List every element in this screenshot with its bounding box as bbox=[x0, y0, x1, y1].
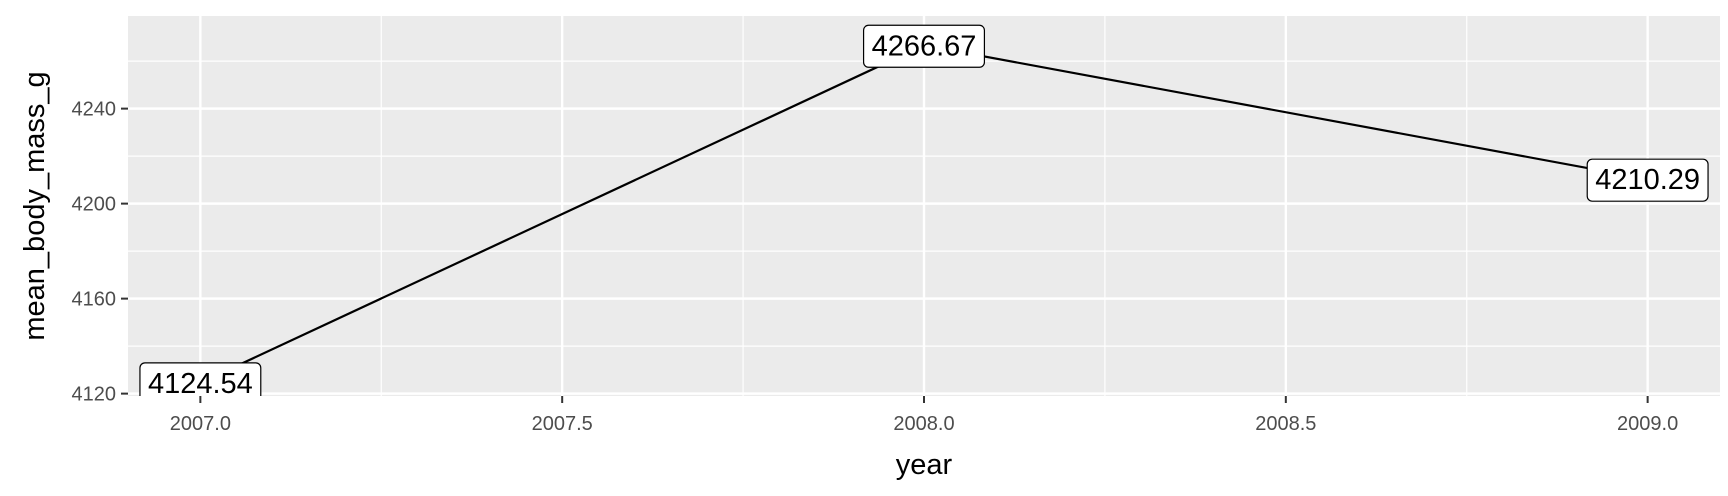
data-label: 4266.67 bbox=[862, 24, 986, 68]
data-labels: 4124.54 4266.67 4210.29 bbox=[139, 24, 1709, 400]
y-tick-label: 4240 bbox=[72, 99, 117, 121]
x-axis-title: year bbox=[896, 449, 953, 481]
y-axis-title: mean_body_mass_g bbox=[19, 71, 51, 340]
x-tick-label: 2008.0 bbox=[893, 413, 954, 435]
data-label-text: 4124.54 bbox=[148, 368, 253, 400]
y-tick-label: 4160 bbox=[72, 289, 117, 311]
major-gridlines bbox=[128, 16, 1720, 396]
y-tick-label: 4200 bbox=[72, 194, 117, 216]
y-tick-label: 4120 bbox=[72, 384, 117, 406]
data-label-box bbox=[862, 24, 986, 68]
data-label: 4124.54 bbox=[139, 362, 262, 400]
x-tick-label: 2007.0 bbox=[170, 413, 231, 435]
x-tick-label: 2009.0 bbox=[1617, 413, 1678, 435]
data-label: 4210.29 bbox=[1586, 158, 1709, 202]
y-axis-tick-labels: 4120 4160 4200 4240 bbox=[72, 99, 117, 406]
data-label-box bbox=[139, 362, 262, 396]
x-axis-tick-labels: 2007.0 2007.5 2008.0 2008.5 2009.0 bbox=[170, 413, 1678, 435]
data-label-box bbox=[1586, 158, 1709, 202]
x-tick-label: 2008.5 bbox=[1255, 413, 1316, 435]
data-label-text: 4210.29 bbox=[1595, 164, 1700, 196]
data-label-text: 4266.67 bbox=[872, 30, 977, 62]
x-tick-label: 2007.5 bbox=[532, 413, 593, 435]
axis-ticks bbox=[121, 107, 1649, 403]
